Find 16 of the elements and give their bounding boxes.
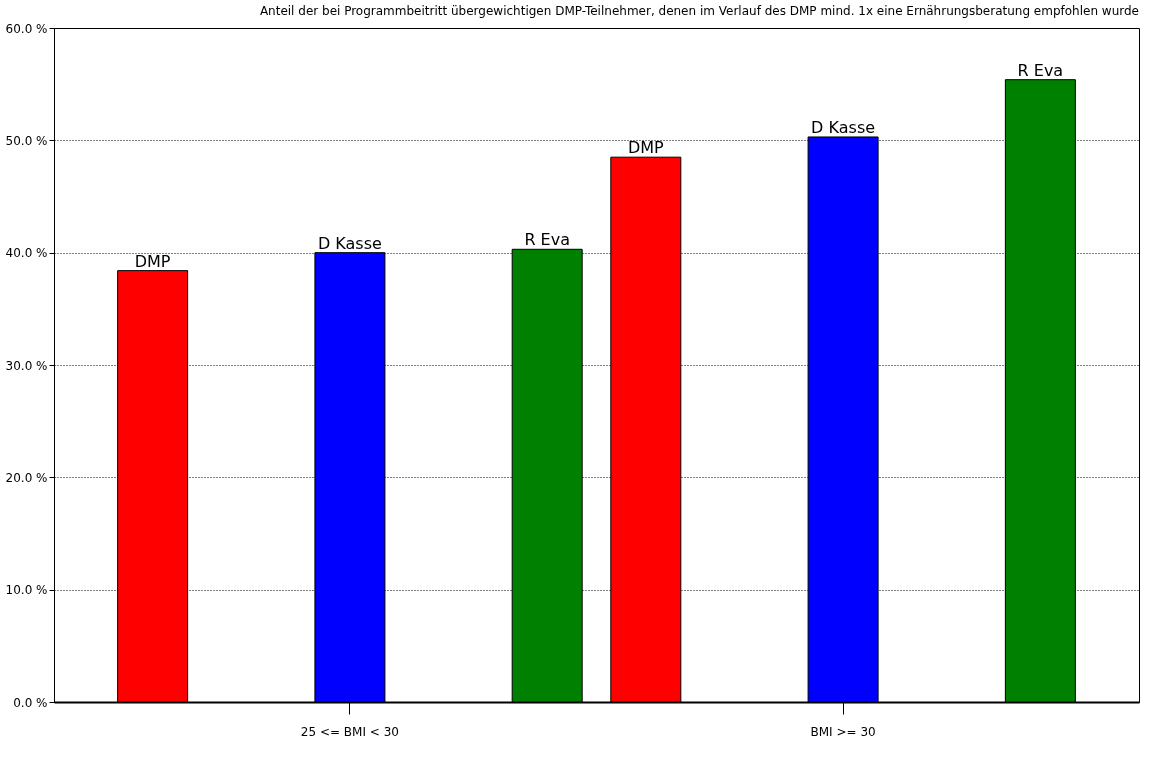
- series-label: DMP: [134, 251, 171, 271]
- chart-title: Anteil der bei Programmbeitritt übergewichtigen DMP-Teilnehmer, denen im Verlauf des DMP mind. 1x eine Ernährungsberatung empfohlen wurde: [259, 4, 1139, 18]
- y-tick-label: 30.0 %: [5, 358, 48, 373]
- x-tick-label: BMI >= 30: [810, 724, 876, 739]
- text: R Eva: [1017, 60, 1064, 80]
- series-label: R Eva: [524, 230, 570, 250]
- y-tick-label: 20.0 %: [5, 470, 48, 485]
- x-tick-label: 25 <= BMI < 30: [300, 724, 399, 739]
- text: D Kasse: [811, 117, 876, 137]
- text: DMP: [627, 138, 664, 158]
- y-tick-label: 50.0 %: [5, 133, 48, 148]
- y-tick-label: 0.0 %: [13, 695, 48, 710]
- y-tick-label: 40.0 %: [5, 246, 48, 261]
- y-tick-label: 10.0 %: [5, 583, 48, 598]
- series-label: D Kasse: [317, 233, 382, 253]
- y-tick-label: 60.0 %: [5, 21, 48, 36]
